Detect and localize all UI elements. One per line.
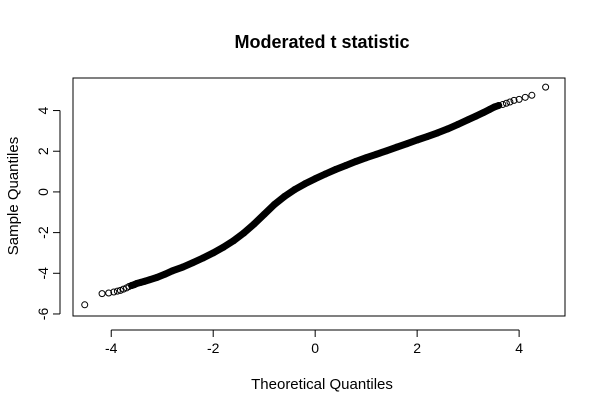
x-tick-label: 0	[311, 340, 319, 356]
data-point	[502, 99, 510, 107]
data-point	[116, 286, 124, 294]
data-point	[515, 95, 523, 103]
x-tick-label: 2	[413, 340, 421, 356]
data-point	[110, 288, 118, 296]
data-point	[98, 290, 106, 298]
x-axis-label: Theoretical Quantiles	[251, 376, 393, 393]
data-point	[542, 83, 550, 91]
x-tick-label: -4	[105, 340, 118, 356]
data-point	[506, 98, 514, 106]
data-point	[528, 91, 536, 99]
data-point	[510, 96, 518, 104]
data-point	[105, 289, 113, 297]
y-tick-label: 4	[35, 106, 51, 114]
y-tick-label: 2	[35, 147, 51, 155]
chart-title: Moderated t statistic	[234, 32, 409, 52]
data-points	[81, 83, 550, 309]
y-axis: -6 -4 -2 0 2 4	[35, 106, 61, 321]
plot-frame	[72, 77, 566, 317]
data-point	[81, 301, 89, 309]
x-tick-label: 4	[515, 340, 523, 356]
y-tick-label: 0	[35, 188, 51, 196]
dense-points-band	[128, 102, 503, 289]
x-axis: -4 -2 0 2 4	[105, 329, 523, 356]
y-tick-label: -6	[35, 308, 51, 321]
y-tick-label: -2	[35, 226, 51, 239]
y-tick-label: -4	[35, 267, 51, 280]
y-axis-label: Sample Quantiles	[5, 137, 22, 255]
data-point	[521, 93, 529, 101]
data-point	[113, 287, 121, 295]
x-tick-label: -2	[207, 340, 220, 356]
data-point	[119, 285, 127, 293]
